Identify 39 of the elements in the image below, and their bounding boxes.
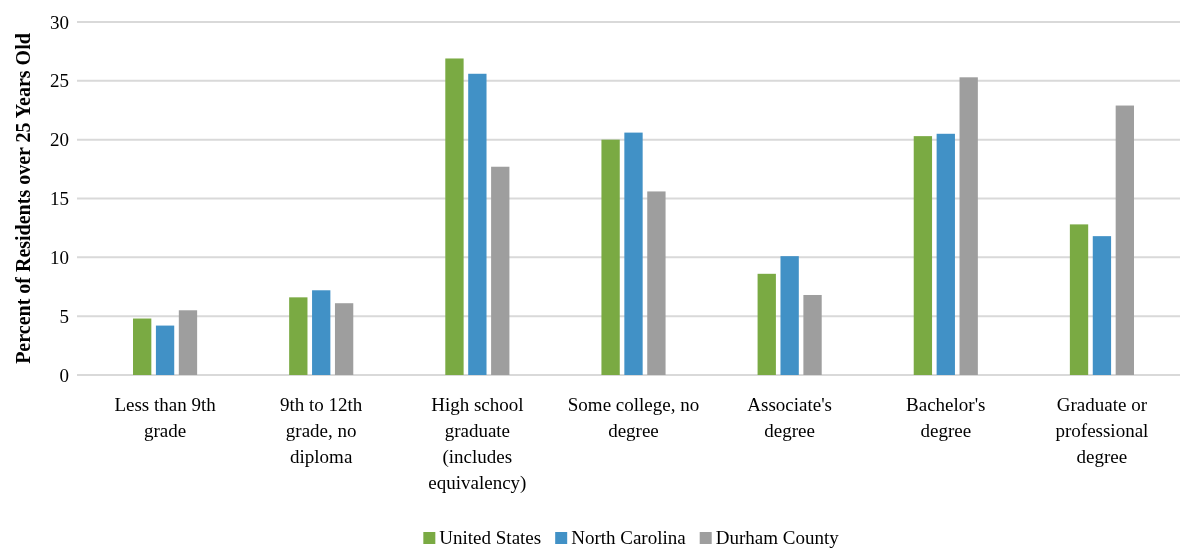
x-tick-label: Associate's degree <box>747 394 832 441</box>
legend-label: United States <box>439 527 542 548</box>
bar <box>647 191 666 375</box>
bar <box>757 273 776 375</box>
x-tick-label: Some college, no degree <box>567 394 700 441</box>
bar <box>133 318 152 375</box>
bar <box>334 303 354 375</box>
legend-label: North Carolina <box>571 527 687 548</box>
bar <box>1069 224 1089 375</box>
bar <box>445 58 464 375</box>
y-tick-label: 30 <box>50 11 69 33</box>
bar <box>780 256 799 375</box>
bar <box>1092 236 1112 375</box>
legend-label: Durham County <box>715 527 840 548</box>
bar <box>803 294 822 375</box>
bar <box>913 136 933 375</box>
bar <box>468 73 487 375</box>
y-tick-label: 20 <box>50 129 69 151</box>
y-tick-label: 0 <box>59 364 69 386</box>
bar <box>1115 105 1134 375</box>
bar <box>178 310 198 375</box>
x-tick-label: High school graduate (includes equivalency) <box>428 394 527 494</box>
bar <box>601 139 620 375</box>
y-tick-label: 15 <box>50 188 69 210</box>
bar <box>312 290 331 375</box>
bar <box>491 166 510 375</box>
x-tick-label: Bachelor's degree <box>906 394 986 441</box>
x-tick-label: 9th to 12th grade, no diploma <box>280 394 363 467</box>
y-tick-label: 5 <box>59 305 69 327</box>
x-tick-label: Graduate or professional degree <box>1055 394 1149 467</box>
bar <box>155 325 175 375</box>
y-tick-label: 25 <box>50 70 69 92</box>
bar <box>289 297 308 375</box>
bar <box>936 133 955 375</box>
bar <box>959 77 978 375</box>
y-axis-title: Percent of Residents over 25 Years Old <box>12 33 34 364</box>
y-tick-label: 10 <box>50 246 69 268</box>
x-tick-label: Less than 9th grade <box>114 394 217 441</box>
bar <box>624 132 643 375</box>
